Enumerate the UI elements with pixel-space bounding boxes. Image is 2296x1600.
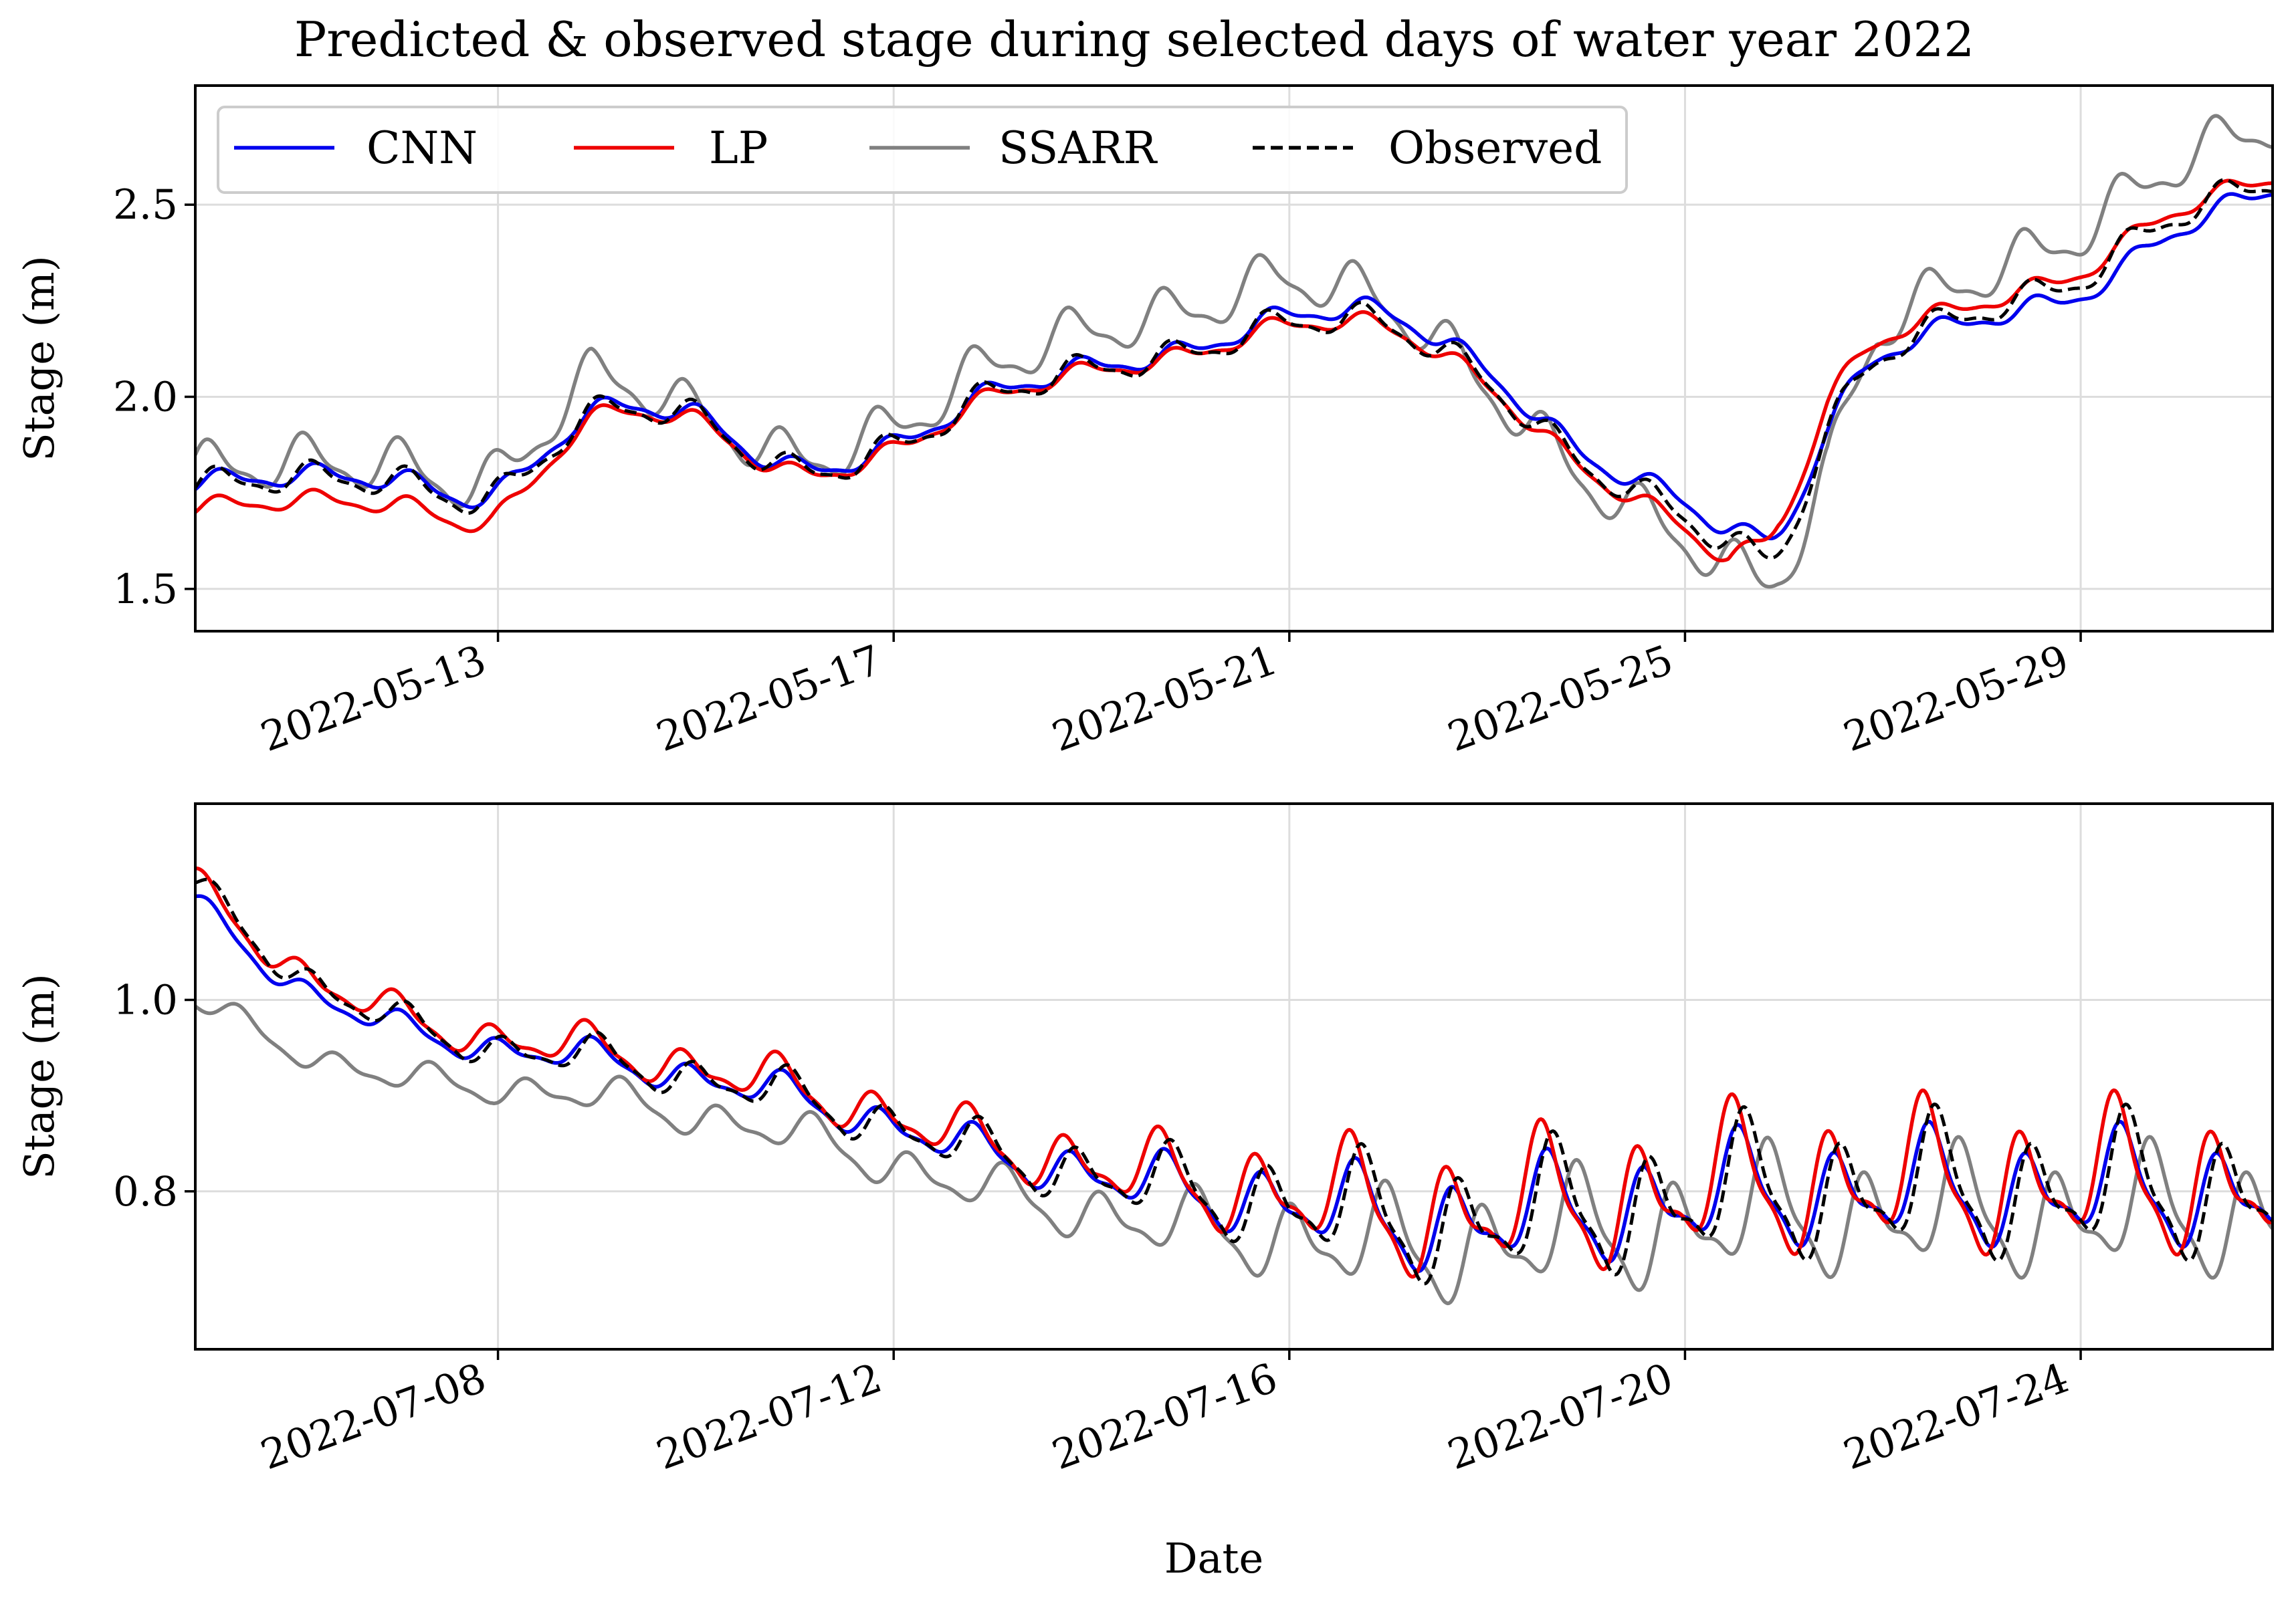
series-line-cnn [195,192,2273,541]
series-line-observed [195,877,2273,1286]
legend-box [217,106,1628,194]
y-tick-label: 2.5 [113,181,178,229]
y-tick-label: 2.0 [113,373,178,421]
y-tick-label: 0.8 [113,1168,178,1216]
legend-label-cnn: CNN [367,122,478,174]
chart-title: Predicted & observed stage during select… [294,11,1974,68]
series-line-observed [195,178,2273,560]
series-line-lp [195,179,2273,563]
legend-label-observed: Observed [1388,122,1602,174]
grid-bottom [195,804,2273,1349]
series-lines-top [195,114,2273,589]
y-axis-label-bottom: Stage (m) [15,974,64,1179]
y-tick-label: 1.5 [113,566,178,613]
series-line-ssarr [195,1002,2273,1306]
legend-label-ssarr: SSARR [999,122,1158,174]
y-axis-label-top: Stage (m) [15,255,64,461]
axes-frame-top [194,84,2274,633]
series-line-lp [195,866,2273,1279]
axes-frame-bottom [194,802,2274,1351]
series-lines-bottom [195,866,2273,1306]
legend-label-lp: LP [709,122,768,174]
series-line-ssarr [195,114,2273,589]
legend: CNN LP SSARR Observed [217,106,1628,194]
x-axis-label: Date [1164,1534,1263,1583]
y-tick-label: 1.0 [113,976,178,1024]
